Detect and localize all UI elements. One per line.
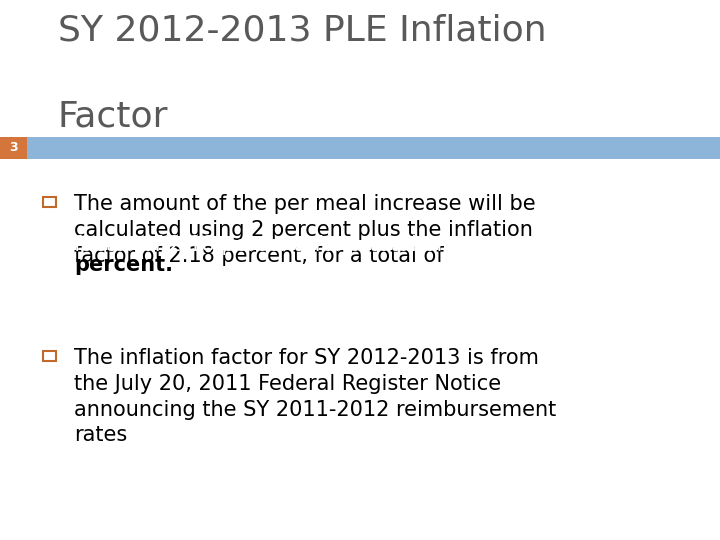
Text: percent.: percent. <box>74 255 174 275</box>
Text: factor of 2.18 percent, for a total of: factor of 2.18 percent, for a total of <box>74 235 451 255</box>
FancyBboxPatch shape <box>0 137 27 159</box>
Text: SY 2012-2013 PLE Inflation: SY 2012-2013 PLE Inflation <box>58 14 546 48</box>
FancyBboxPatch shape <box>0 137 720 159</box>
FancyBboxPatch shape <box>43 197 56 207</box>
Text: Factor: Factor <box>58 100 168 134</box>
Text: The inflation factor for SY 2012-2013 is from
the July 20, 2011 Federal Register: The inflation factor for SY 2012-2013 is… <box>74 348 557 445</box>
Text: The amount of the per meal increase will be
calculated using 2 percent plus the : The amount of the per meal increase will… <box>74 194 536 266</box>
Text: 3: 3 <box>9 141 18 154</box>
FancyBboxPatch shape <box>43 351 56 361</box>
